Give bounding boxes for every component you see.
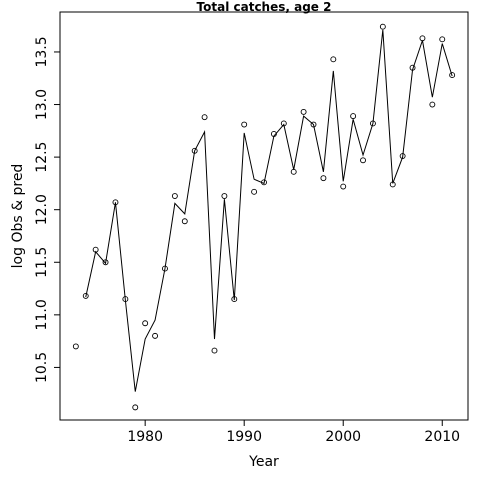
chart-title: Total catches, age 2	[197, 0, 332, 14]
observed-point	[449, 72, 456, 79]
y-tick-label: 11.0	[34, 299, 50, 330]
observed-point	[241, 121, 248, 128]
observed-point	[320, 175, 327, 182]
predicted-line	[85, 29, 453, 392]
observed-point	[389, 181, 396, 188]
observed-point	[142, 320, 149, 327]
x-axis-label: Year	[248, 454, 279, 470]
y-tick-label: 13.0	[34, 89, 50, 120]
observed-point	[211, 347, 218, 354]
observed-point	[132, 404, 139, 411]
y-tick-label: 10.5	[34, 352, 50, 383]
observed-point	[350, 113, 357, 120]
observed-point	[280, 120, 287, 127]
observed-point	[152, 332, 159, 339]
observed-point	[261, 179, 267, 186]
observed-point	[231, 296, 238, 303]
observed-point	[409, 64, 416, 71]
x-axis: 1980 1990 2000 2010	[127, 420, 460, 445]
observed-point	[122, 296, 129, 303]
observed-point	[340, 183, 347, 190]
y-tick-label: 11.5	[34, 247, 50, 278]
observed-point	[112, 199, 119, 206]
observed-point	[369, 120, 376, 127]
y-tick-label: 12.5	[34, 142, 50, 173]
y-axis-label: log Obs & pred	[10, 164, 26, 269]
observed-point	[330, 56, 337, 63]
observed-point	[360, 157, 366, 164]
x-tick-label: 1990	[226, 429, 262, 445]
observed-point	[82, 292, 89, 299]
y-axis: 10.5 11.0 11.5 12.0 12.5 13.0 13.5	[34, 36, 60, 383]
x-tick-label: 1980	[127, 429, 163, 445]
y-tick-label: 13.5	[34, 36, 50, 67]
observed-points	[72, 23, 456, 411]
y-tick-label: 12.0	[34, 194, 50, 225]
observed-point	[102, 259, 109, 266]
x-tick-label: 2000	[325, 429, 361, 445]
observed-point	[191, 147, 198, 154]
observed-point	[399, 153, 406, 160]
observed-point	[92, 246, 99, 253]
observed-point	[270, 131, 277, 137]
observed-point	[439, 36, 446, 43]
observed-point	[181, 218, 188, 225]
x-tick-label: 2010	[424, 429, 460, 445]
observed-point	[72, 343, 79, 350]
observed-point	[290, 168, 297, 175]
plot-border	[59, 11, 469, 421]
observed-point	[300, 108, 307, 115]
observed-point	[251, 188, 258, 195]
observed-point	[162, 265, 168, 272]
observed-point	[171, 193, 178, 199]
observed-point	[379, 23, 386, 30]
observed-point	[429, 101, 436, 108]
observed-point	[419, 35, 426, 42]
observed-point	[310, 121, 317, 128]
observed-point	[221, 193, 228, 199]
observed-point	[201, 114, 208, 121]
